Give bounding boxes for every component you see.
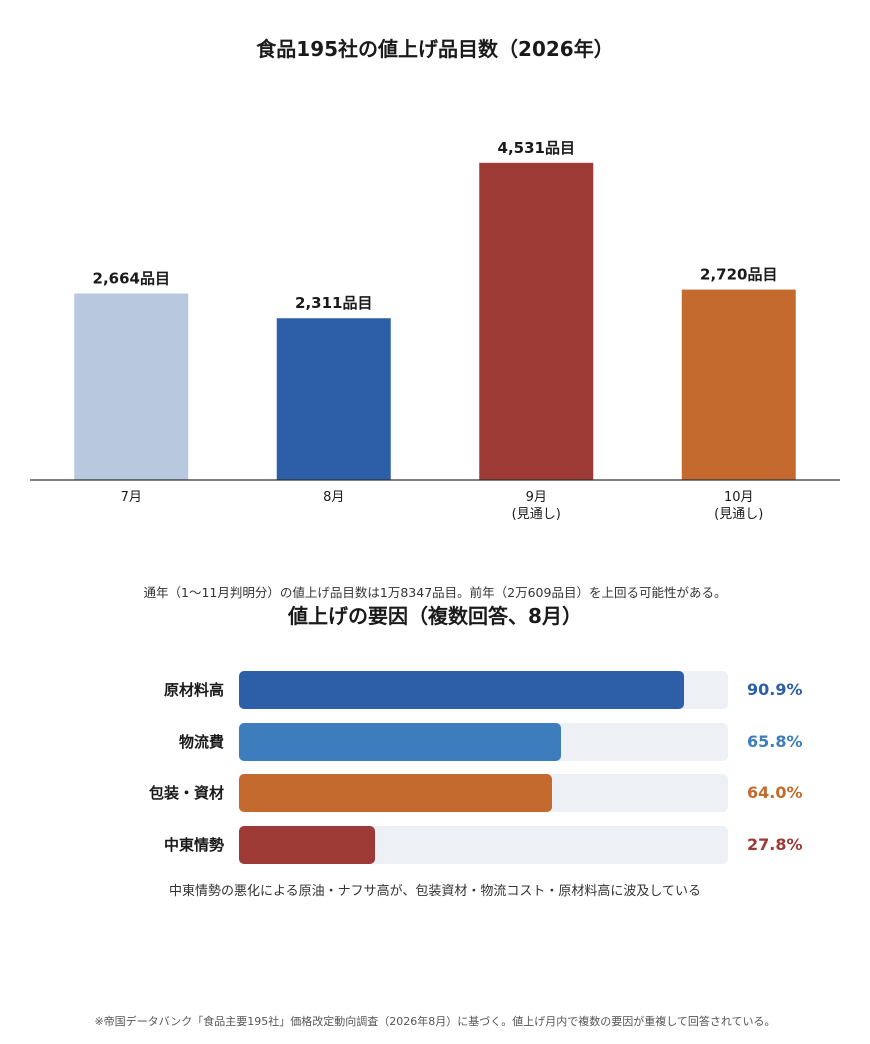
chart-title-hike-factors: 値上げの要因（複数回答、8月）	[288, 604, 582, 628]
factor-bar-2	[239, 774, 552, 812]
factor-track-0	[239, 671, 728, 709]
factor-bar-3	[239, 825, 375, 864]
bar-3	[681, 289, 796, 480]
factor-row-3: 中東情勢 27.8%	[0, 825, 870, 864]
x-tick-label-1: 8月	[323, 490, 344, 505]
bar-value-label-0: 2,664品目	[93, 270, 170, 288]
factor-bar-1	[239, 722, 561, 761]
factor-label-0: 原材料高	[163, 681, 224, 699]
x-tick-label-0: 7月	[121, 490, 142, 505]
monthly-price-hike-bar-chart: 2,664品目 7月 2,311品目 8月 4,531品目 9月(見通し) 2,720品目 1…	[30, 139, 840, 522]
factor-label-1: 物流費	[178, 732, 224, 751]
bar-1	[276, 318, 391, 480]
bar-value-label-2: 4,531品目	[498, 139, 575, 157]
x-tick-label-3: 10月(見通し)	[714, 490, 763, 522]
bar-value-label-1: 2,311品目	[295, 294, 372, 312]
factor-label-3: 中東情勢	[163, 835, 224, 854]
source-footnote: ※帝国データバンク「食品主要195社」価格改定動向調査（2026年8月）に基づく…	[94, 1015, 776, 1028]
annual-note: 通年（1〜11月判明分）の値上げ品目数は1万8347品目。前年（2万609品目）…	[143, 585, 727, 600]
factor-track-2	[239, 774, 728, 812]
bar-0	[74, 293, 189, 480]
factor-track-3	[239, 825, 728, 864]
factor-value-2: 64.0%	[747, 783, 803, 802]
factor-row-0: 原材料高 90.9%	[0, 671, 870, 709]
chart-title-price-hikes: 食品195社の値上げ品目数（2026年）	[256, 37, 614, 61]
bar-value-label-3: 2,720品目	[700, 266, 777, 284]
factor-value-3: 27.8%	[747, 834, 803, 854]
factor-bar-0	[239, 671, 684, 709]
factor-row-1: 物流費 65.8%	[0, 722, 870, 761]
factor-track-1	[239, 722, 728, 761]
factors-note: 中東情勢の悪化による原油・ナフサ高が、包装資材・物流コスト・原材料高に波及してい…	[169, 884, 701, 899]
factor-value-0: 90.9%	[747, 680, 803, 699]
bar-2	[479, 162, 594, 480]
x-tick-label-2: 9月(見通し)	[512, 490, 561, 522]
factor-label-2: 包装・資材	[148, 784, 224, 802]
factor-value-1: 65.8%	[747, 731, 803, 751]
factor-row-2: 包装・資材 64.0%	[0, 774, 870, 812]
